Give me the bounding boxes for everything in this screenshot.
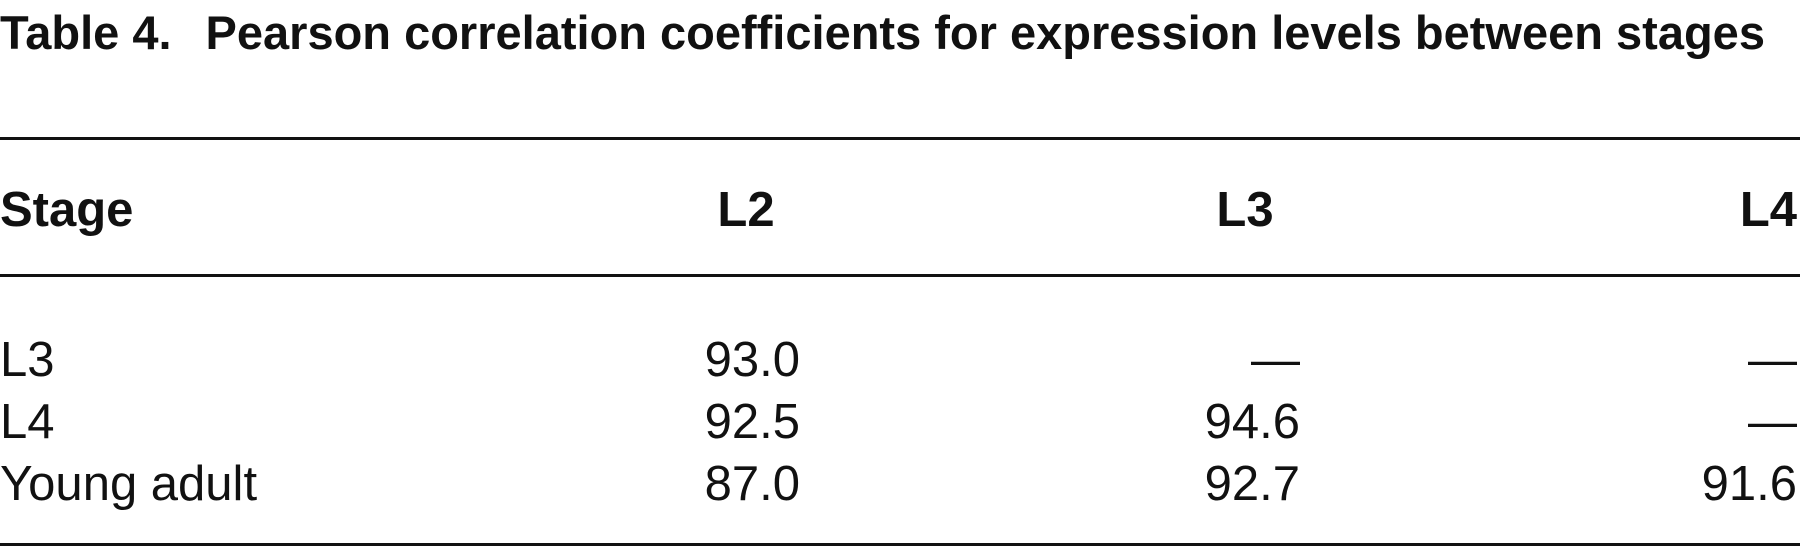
header-rule	[0, 274, 1800, 277]
row-label: L4	[0, 395, 55, 449]
table-cell: 87.0	[704, 457, 800, 511]
table-title: Table 4. Pearson correlation coefficients…	[0, 4, 1790, 62]
table-cell: —	[1748, 395, 1797, 449]
column-header: L2	[717, 183, 775, 237]
table-cell: 91.6	[1701, 457, 1797, 511]
column-header: L3	[1216, 183, 1274, 237]
table-cell: 94.6	[1204, 395, 1300, 449]
bottom-rule	[0, 543, 1800, 546]
table-cell: 93.0	[704, 333, 800, 387]
table-cell: 92.7	[1204, 457, 1300, 511]
column-header: L4	[1739, 183, 1797, 237]
table-cell: —	[1748, 333, 1797, 387]
table-caption: Pearson correlation coefficients for exp…	[205, 6, 1765, 59]
top-rule	[0, 137, 1800, 140]
table-label: Table 4.	[0, 6, 172, 59]
table-cell: —	[1251, 333, 1300, 387]
table-cell: 92.5	[704, 395, 800, 449]
column-header: Stage	[0, 183, 134, 237]
row-label: L3	[0, 333, 55, 387]
row-label: Young adult	[0, 457, 258, 511]
